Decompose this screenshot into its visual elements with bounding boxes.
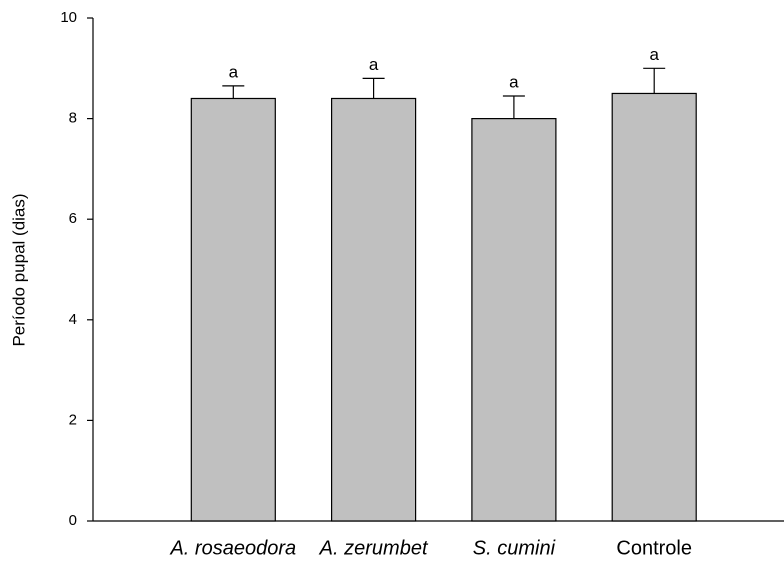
y-axis-label: Período pupal (dias) xyxy=(9,193,28,346)
x-tick-label: S. cumini xyxy=(473,537,556,559)
annotation: a xyxy=(509,72,519,91)
annotation: a xyxy=(649,45,659,64)
bar xyxy=(190,97,276,522)
annotation: a xyxy=(229,62,239,81)
bar xyxy=(611,92,697,522)
y-tick-label: 2 xyxy=(69,411,77,428)
bar xyxy=(471,117,557,522)
bar xyxy=(331,97,417,522)
x-tick-label: A. rosaeodora xyxy=(169,537,296,559)
y-tick-label: 10 xyxy=(60,9,77,26)
x-tick-label: Controle xyxy=(616,537,692,559)
y-tick-label: 6 xyxy=(69,210,77,227)
y-tick-label: 4 xyxy=(69,311,77,328)
y-tick-label: 0 xyxy=(69,512,77,529)
annotation: a xyxy=(369,55,379,74)
x-tick-label: A. zerumbet xyxy=(319,537,429,559)
y-tick-label: 8 xyxy=(69,110,77,127)
